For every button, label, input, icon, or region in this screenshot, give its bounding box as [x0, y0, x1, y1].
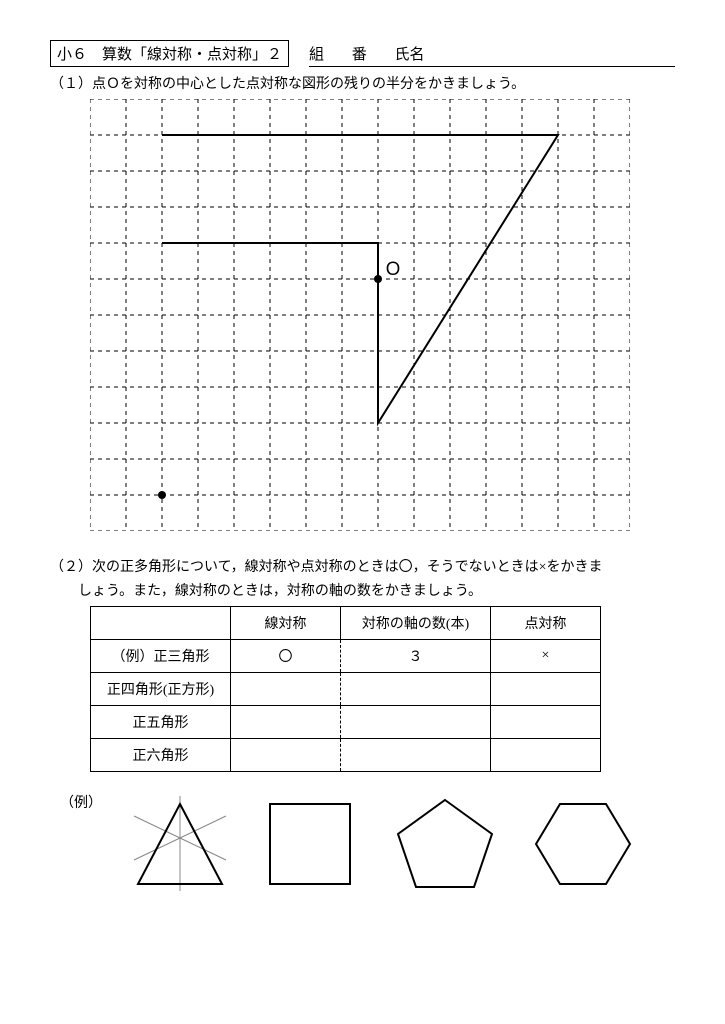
grid-svg: Ｏ [90, 99, 630, 531]
table-cell [491, 706, 601, 739]
worksheet-title: 小６ 算数「線対称・点対称」２ [50, 40, 289, 67]
table-header: 点対称 [491, 607, 601, 640]
table-cell: 正四角形(正方形) [91, 673, 231, 706]
table-cell: ３ [341, 640, 491, 673]
table-cell [341, 673, 491, 706]
example-label: （例） [60, 792, 102, 812]
table-header [91, 607, 231, 640]
square-shape [258, 792, 362, 896]
table-cell [231, 673, 341, 706]
pentagon-shape [390, 792, 500, 896]
table-cell [341, 739, 491, 772]
svg-text:Ｏ: Ｏ [384, 259, 402, 279]
table-header: 対称の軸の数(本) [341, 607, 491, 640]
table-cell: 〇 [231, 640, 341, 673]
name-fields: 組 番 氏名 [309, 43, 675, 67]
table-cell: 正五角形 [91, 706, 231, 739]
hexagon-shape [528, 792, 638, 896]
number-label: 番 [352, 47, 367, 63]
class-label: 組 [309, 47, 324, 63]
table-cell: （例）正三角形 [91, 640, 231, 673]
q2-text-line2: しょう。また，線対称のときは，対称の軸の数をかきましょう。 [78, 580, 675, 600]
table-cell [491, 673, 601, 706]
shapes-row: （例） [60, 792, 675, 896]
worksheet-header: 小６ 算数「線対称・点対称」２ 組 番 氏名 [50, 40, 675, 67]
q1-text: （１）点Ｏを対称の中心とした点対称な図形の残りの半分をかきましょう。 [50, 73, 675, 93]
answer-table: 線対称対称の軸の数(本)点対称 （例）正三角形〇３× 正四角形(正方形)正五角形正六… [90, 606, 601, 772]
q2-text-line1: （２）次の正多角形について，線対称や点対称のときは〇，そうでないときは×をかきま [50, 556, 675, 576]
table-cell [231, 739, 341, 772]
triangle-shape [130, 796, 230, 896]
table-cell: 正六角形 [91, 739, 231, 772]
name-label: 氏名 [395, 47, 425, 63]
table-cell: × [491, 640, 601, 673]
table-header: 線対称 [231, 607, 341, 640]
table-cell [341, 706, 491, 739]
q1-grid: Ｏ [90, 99, 675, 536]
table-cell [231, 706, 341, 739]
table-cell [491, 739, 601, 772]
